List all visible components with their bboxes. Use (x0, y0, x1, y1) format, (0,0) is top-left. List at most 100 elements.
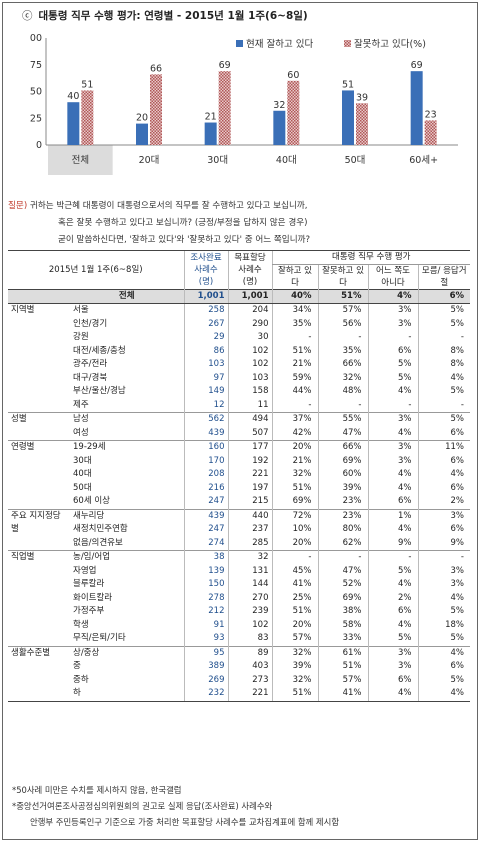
col-negative-header: 잘못하고 있다 (317, 264, 368, 289)
value-cell: 3% (367, 303, 418, 318)
value-cell: 39% (317, 481, 368, 495)
value-cell: 6% (417, 660, 470, 674)
x-tick-label: 30대 (207, 155, 228, 166)
table-row: 무직/은퇴/기타 93 83 57% 33% 5% 5% (8, 632, 470, 646)
sample-target-cell: 102 (227, 618, 272, 632)
value-cell: 55% (317, 412, 368, 427)
sample-done-cell: 274 (183, 536, 228, 551)
row-group-label (8, 674, 70, 688)
title-text: 대통령 직무 수행 평가: 연령별 - 2015년 1월 1주(6~8일) (38, 10, 308, 22)
bar-positive (410, 71, 423, 145)
sample-target-cell: 440 (227, 508, 272, 523)
value-cell: 5% (417, 673, 470, 687)
value-cell: 25% (271, 591, 318, 605)
sample-target-cell: 83 (227, 632, 272, 646)
sample-done-cell: 139 (183, 564, 228, 578)
row-group-label (8, 660, 70, 674)
value-cell: - (317, 331, 368, 345)
sample-done-cell: 93 (183, 632, 228, 646)
row-group-label: 직업별 (8, 550, 70, 565)
sample-done-cell: 29 (183, 331, 228, 345)
legend-label-positive: 현재 잘하고 있다 (246, 38, 313, 50)
table-row: 가정주부 212 239 51% 38% 6% 5% (8, 605, 470, 619)
row-group-label (8, 537, 70, 551)
sample-target-cell: 158 (227, 385, 272, 399)
bar-negative (218, 71, 231, 145)
row-label: 강원 (73, 332, 89, 342)
value-cell: 5% (417, 632, 470, 646)
value-cell: 3% (367, 317, 418, 331)
value-cell: - (367, 550, 418, 565)
question-line-2: 혹은 잘못 수행하고 있다고 보십니까? (긍정/부정을 답하지 않은 경우) (58, 218, 308, 228)
value-cell: 51% (271, 481, 318, 495)
value-cell: 69% (271, 495, 318, 509)
value-cell: 51% (271, 687, 318, 702)
sample-target-cell: 221 (227, 687, 272, 702)
value-cell: - (367, 331, 418, 345)
value-cell: 18% (417, 618, 470, 632)
value-cell: 42% (271, 426, 318, 441)
value-cell: 20% (271, 618, 318, 632)
table-row: 광주/전라 103 102 21% 66% 5% 8% (8, 358, 470, 372)
table-row: 인천/경기 267 290 35% 56% 3% 5% (8, 317, 470, 331)
value-cell: 2% (417, 495, 470, 509)
highlight-category-bg (48, 145, 113, 175)
col-positive-header: 잘하고 있다 (271, 264, 318, 289)
table-row: 대구/경북 97 103 59% 32% 5% 4% (8, 371, 470, 385)
sample-target-cell: 270 (227, 591, 272, 605)
value-cell: 37% (271, 412, 318, 427)
x-tick-label: 전체 (72, 155, 89, 166)
sample-target-cell: 192 (227, 454, 272, 468)
bar-negative (150, 74, 162, 145)
value-cell: 51% (271, 605, 318, 619)
value-cell: 4% (367, 288, 418, 304)
row-label: 인천/경기 (73, 318, 108, 329)
value-cell: 52% (317, 578, 368, 592)
bar-negative (356, 103, 368, 145)
value-cell: 3% (367, 454, 418, 468)
table-row: 없음/의견유보 274 285 20% 62% 9% 9% (8, 536, 470, 551)
sample-target-cell: 1,001 (227, 288, 272, 304)
data-label: 66 (150, 63, 162, 74)
sample-done-cell: 247 (183, 523, 228, 537)
sample-done-cell: 267 (183, 317, 228, 331)
bar-negative (81, 90, 94, 145)
row-label: 50대 (73, 482, 92, 493)
value-cell: 58% (317, 618, 368, 632)
sample-target-cell: 273 (227, 673, 272, 687)
value-cell: 69% (317, 454, 368, 468)
value-cell: 3% (367, 645, 418, 660)
value-cell: 6% (367, 495, 418, 509)
value-cell: 6% (417, 288, 470, 304)
value-cell: 4% (417, 687, 470, 702)
row-label: 중하 (73, 674, 89, 685)
row-group-label (8, 495, 70, 509)
data-label: 40 (67, 91, 79, 102)
value-cell: - (417, 550, 470, 565)
sample-done-cell: 1,001 (183, 288, 228, 304)
footnote-3: 안행부 주민등록인구 기준으로 가중 처리한 목표할당 사례수를 교차집계표에 … (30, 817, 340, 827)
sample-target-cell: 144 (227, 578, 272, 592)
value-cell: - (271, 550, 318, 565)
sample-done-cell: 97 (183, 371, 228, 385)
sample-target-cell: 204 (227, 303, 272, 318)
sample-target-cell: 237 (227, 523, 272, 537)
col-neither-header: 어느 쪽도 아니다 (367, 264, 418, 289)
sample-target-cell: 11 (227, 398, 272, 413)
sample-target-header: 목표할당 사례수 (명) (227, 250, 272, 289)
sample-done-cell: 38 (183, 550, 228, 565)
table-row: 60세 이상 247 215 69% 23% 6% 2% (8, 495, 470, 509)
sample-done-cell: 439 (183, 426, 228, 441)
value-cell: 45% (271, 564, 318, 578)
bar-positive (342, 90, 354, 145)
data-label: 60 (287, 70, 299, 81)
value-cell: 80% (317, 523, 368, 537)
row-group-label: 생활수준별 (8, 645, 70, 660)
sample-done-cell: 269 (183, 673, 228, 687)
table-row: 30대 170 192 21% 69% 3% 6% (8, 454, 470, 468)
row-group-label (8, 331, 70, 345)
sample-done-cell: 95 (183, 645, 228, 660)
value-cell: 59% (271, 371, 318, 385)
row-label: 블루칼라 (73, 579, 105, 589)
question-line-3: 굳이 말씀하신다면, '잘하고 있다'와 '잘못하고 있다' 중 어느 쪽입니까… (58, 235, 311, 245)
